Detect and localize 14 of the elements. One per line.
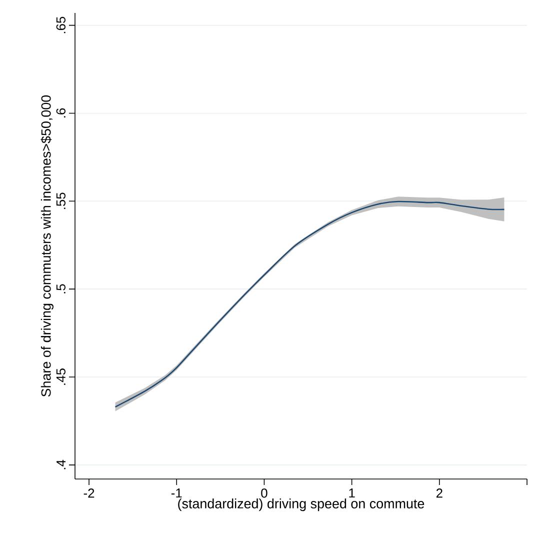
x-tick-label: 1 [349,488,355,498]
line-series [114,200,505,408]
y-tick-label: .65 [56,16,66,34]
y-tick-label: .45 [56,368,66,385]
x-axis-title: (standardized) driving speed on commute [178,498,424,512]
x-tick-label: 0 [261,488,268,498]
y-tick-label: .55 [56,192,66,209]
x-tick-label: -2 [84,488,94,498]
x-tick-label: 2 [436,488,442,498]
y-tick-label: .5 [56,284,66,294]
x-tick-label: -1 [171,488,182,498]
y-tick-label: .6 [56,108,66,118]
y-tick-label: .4 [56,460,66,470]
y-axis-title: Share of driving commuters with incomes>$50,000 [40,95,54,397]
